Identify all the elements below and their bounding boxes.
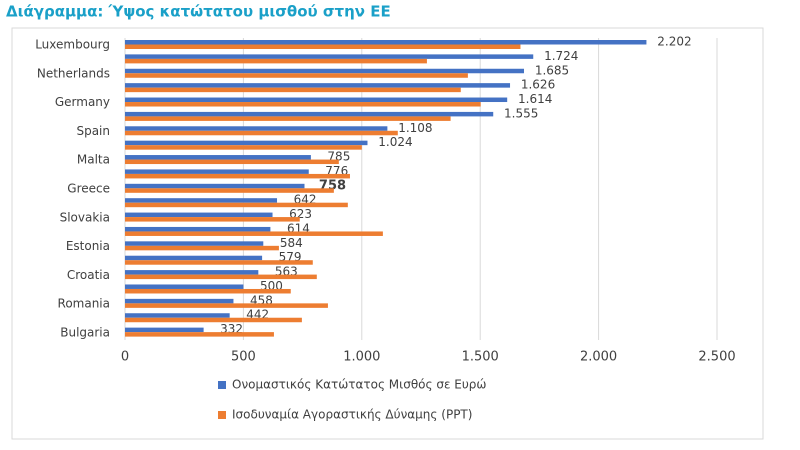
y-tick-label: Germany	[55, 95, 110, 109]
y-tick-label: Estonia	[66, 239, 110, 253]
bar	[125, 274, 317, 280]
bar	[125, 73, 468, 78]
bar	[125, 111, 494, 117]
legend-label: Ισοδυναμία Αγοραστικής Δύναμης (PPT)	[232, 408, 472, 422]
bar	[125, 284, 244, 289]
bar	[125, 226, 271, 232]
bar	[125, 87, 461, 93]
value-label: 1.614	[518, 92, 552, 106]
bar	[125, 126, 388, 131]
y-tick-label: Spain	[76, 124, 110, 138]
value-label: 2.202	[657, 35, 691, 49]
legend-label: Ονομαστικός Κατώτατος Μισθός σε Ευρώ	[232, 378, 486, 392]
y-tick-label: Croatia	[67, 268, 110, 282]
y-tick-label: Slovakia	[60, 210, 110, 224]
bar	[125, 327, 204, 333]
bar	[125, 173, 350, 179]
bar	[125, 183, 305, 189]
y-tick-label: Netherlands	[37, 66, 110, 80]
bar	[125, 212, 273, 218]
bar	[125, 202, 348, 208]
bar	[125, 298, 234, 304]
bar	[125, 140, 368, 146]
value-label: 1.024	[378, 135, 412, 149]
value-label: 1.626	[521, 78, 555, 92]
bar	[125, 68, 525, 74]
bar	[125, 155, 311, 160]
value-label: 1.724	[544, 49, 578, 63]
bar	[125, 241, 264, 246]
legend-swatch	[218, 411, 226, 419]
value-label: 584	[280, 236, 303, 250]
bar	[125, 255, 263, 261]
bar	[125, 116, 451, 121]
bar	[125, 54, 534, 59]
bar	[125, 198, 278, 203]
value-label: 1.685	[535, 63, 569, 77]
bar	[125, 317, 302, 323]
bar	[125, 231, 383, 236]
y-tick-label: Greece	[67, 182, 110, 196]
bar	[125, 97, 508, 103]
bar	[125, 145, 362, 150]
value-label: 1.555	[504, 106, 538, 120]
chart-title: Διάγραμμα: Ύψος κατώτατου μισθού στην ΕΕ	[6, 3, 391, 21]
bar	[125, 130, 398, 136]
bar	[125, 313, 230, 318]
y-tick-label: Bulgaria	[60, 325, 110, 339]
y-tick-label: Malta	[77, 153, 110, 167]
bar	[125, 260, 313, 265]
bar	[125, 58, 427, 64]
x-tick-label: 1.000	[343, 350, 380, 365]
bar	[125, 40, 647, 45]
y-tick-label: Luxembourg	[35, 38, 110, 52]
value-label: 1.108	[398, 121, 432, 135]
bar	[125, 169, 309, 174]
x-tick-label: 1.500	[462, 350, 499, 365]
bar	[125, 332, 274, 337]
x-tick-label: 500	[231, 350, 256, 365]
y-tick-label: Romania	[58, 297, 110, 311]
bar	[125, 159, 339, 165]
bar	[125, 102, 481, 107]
bar	[125, 83, 511, 88]
bar	[125, 217, 300, 222]
bar	[125, 44, 521, 49]
x-tick-label: 2.000	[580, 350, 617, 365]
x-tick-label: 2.500	[698, 350, 735, 365]
bar	[125, 245, 279, 251]
x-tick-label: 0	[121, 350, 129, 365]
bar	[125, 270, 259, 275]
bar	[125, 303, 328, 308]
legend-swatch	[218, 381, 226, 389]
bar	[125, 288, 291, 294]
bar	[125, 188, 334, 193]
